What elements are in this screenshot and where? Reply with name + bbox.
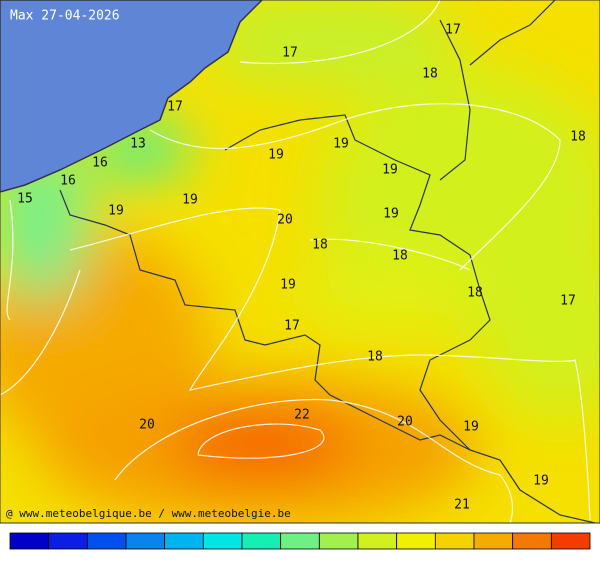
temperature-label: 20	[397, 415, 413, 430]
map-title: Max 27-04-2026	[10, 9, 120, 24]
colorbar-segment	[164, 532, 204, 550]
temperature-label: 19	[280, 278, 296, 293]
isotherms	[0, 0, 591, 523]
temperature-label: 19	[108, 204, 124, 219]
temperature-label: 17	[445, 23, 461, 38]
colorbar-segment	[280, 532, 320, 550]
temperature-label: 19	[268, 148, 284, 163]
temperature-label: 19	[533, 474, 549, 489]
colorbar-segment	[86, 532, 127, 550]
colorbar-segment	[241, 532, 282, 550]
temperature-label: 19	[382, 163, 398, 178]
temperature-label: 16	[60, 174, 76, 189]
colorbar-segment	[550, 532, 591, 550]
temperature-label: 20	[277, 213, 293, 228]
colorbar-segment	[512, 532, 552, 550]
temperature-label: 19	[463, 420, 479, 435]
temperature-labels: 17 17 18 17 13 16 16 15 19 19 19 19 19 20 19 18 18 19 17 18…	[17, 23, 586, 513]
temperature-label: 16	[92, 156, 108, 171]
temperature-label: 19	[182, 193, 198, 208]
colorbar-segment	[396, 532, 436, 550]
temperature-label: 19	[383, 207, 399, 222]
temperature-field	[0, 0, 600, 523]
temperature-label: 18	[367, 350, 383, 365]
borders	[59, 0, 596, 523]
colorbar-segment	[357, 532, 398, 550]
colorbar-segment	[48, 532, 88, 550]
colorbar-segment	[318, 532, 359, 550]
credit: @ www.meteobelgique.be / www.meteobelgie…	[6, 507, 291, 520]
temperature-label: 17	[284, 319, 300, 334]
colorbar-segment	[125, 532, 166, 550]
temperature-label: 18	[570, 130, 586, 145]
temperature-label: 22	[294, 408, 310, 423]
sea	[0, 0, 264, 193]
temperature-label: 20	[139, 418, 155, 433]
temperature-label: 21	[454, 498, 470, 513]
colorbar-segment	[9, 532, 50, 550]
temperature-label: 18	[312, 238, 328, 253]
temperature-label: 15	[17, 192, 33, 207]
colorbar-segment	[202, 532, 243, 550]
colorbar-segment	[434, 532, 475, 550]
colorbar	[9, 532, 591, 550]
temperature-label: 17	[560, 294, 576, 309]
temperature-label: 17	[282, 46, 298, 61]
temperature-label: 18	[422, 67, 438, 82]
temperature-label: 18	[467, 286, 483, 301]
temperature-label: 19	[333, 137, 349, 152]
temperature-label: 17	[167, 100, 183, 115]
temperature-label: 18	[392, 249, 408, 264]
temperature-label: 13	[130, 137, 146, 152]
colorbar-segment	[473, 532, 514, 550]
